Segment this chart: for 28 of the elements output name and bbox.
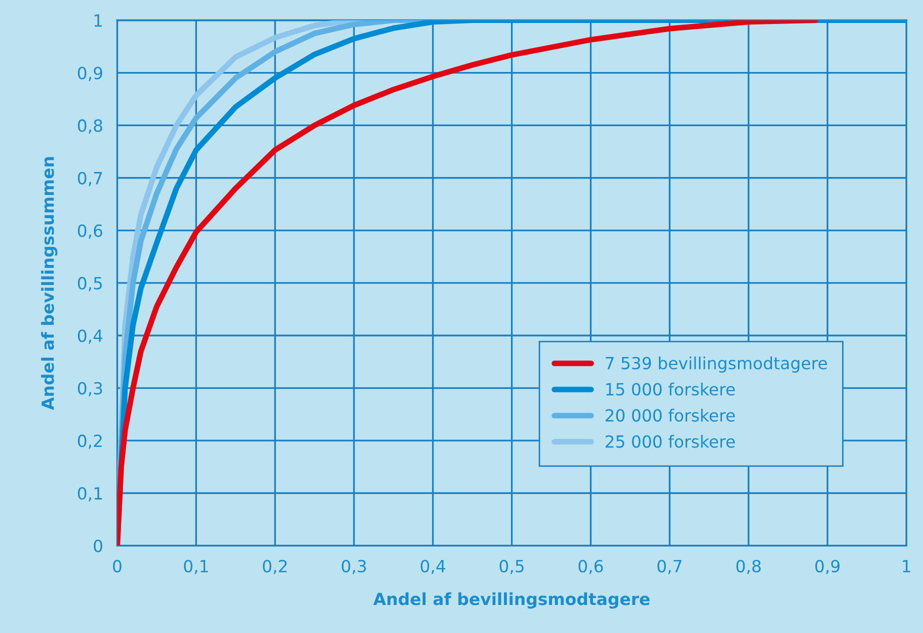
x-tick-label: 0,5 xyxy=(500,560,524,574)
x-tick-label: 0,2 xyxy=(262,560,287,574)
legend-label: 25 000 forskere xyxy=(606,434,735,448)
legend-label: 7 539 bevillingsmodtagere xyxy=(606,356,827,373)
x-axis-title: Andel af bevillingsmodtagere xyxy=(373,592,650,609)
x-tick-label: 0,7 xyxy=(657,560,682,574)
x-tick-label: 0,3 xyxy=(342,560,366,574)
legend-label: 15 000 forskere xyxy=(606,382,735,396)
y-axis-title: Andel af bevillingssummen xyxy=(41,157,58,410)
y-tick-label: 0,3 xyxy=(78,382,102,396)
x-tick-label: 0,6 xyxy=(578,560,603,574)
y-tick-label: 0,9 xyxy=(78,66,102,82)
y-tick-label: 0,4 xyxy=(78,329,102,344)
y-tick-label: 0,1 xyxy=(78,487,102,502)
x-tick-label: 0,9 xyxy=(815,560,840,574)
y-tick-label: 0,6 xyxy=(78,224,102,239)
y-tick-label: 1 xyxy=(94,14,102,27)
y-tick-label: 0 xyxy=(94,540,102,552)
y-tick-label: 0,5 xyxy=(78,276,102,292)
legend-label: 20 000 forskere xyxy=(606,408,735,422)
x-tick-label: 0,8 xyxy=(736,560,761,574)
y-tick-label: 0,7 xyxy=(78,172,102,186)
y-tick-label: 0,8 xyxy=(78,119,102,134)
x-tick-label: 0 xyxy=(113,560,122,572)
x-tick-label: 1 xyxy=(902,560,910,572)
x-tick-label: 0,4 xyxy=(420,560,446,574)
x-tick-label: 0,1 xyxy=(184,560,208,574)
y-tick-label: 0,2 xyxy=(78,434,102,449)
